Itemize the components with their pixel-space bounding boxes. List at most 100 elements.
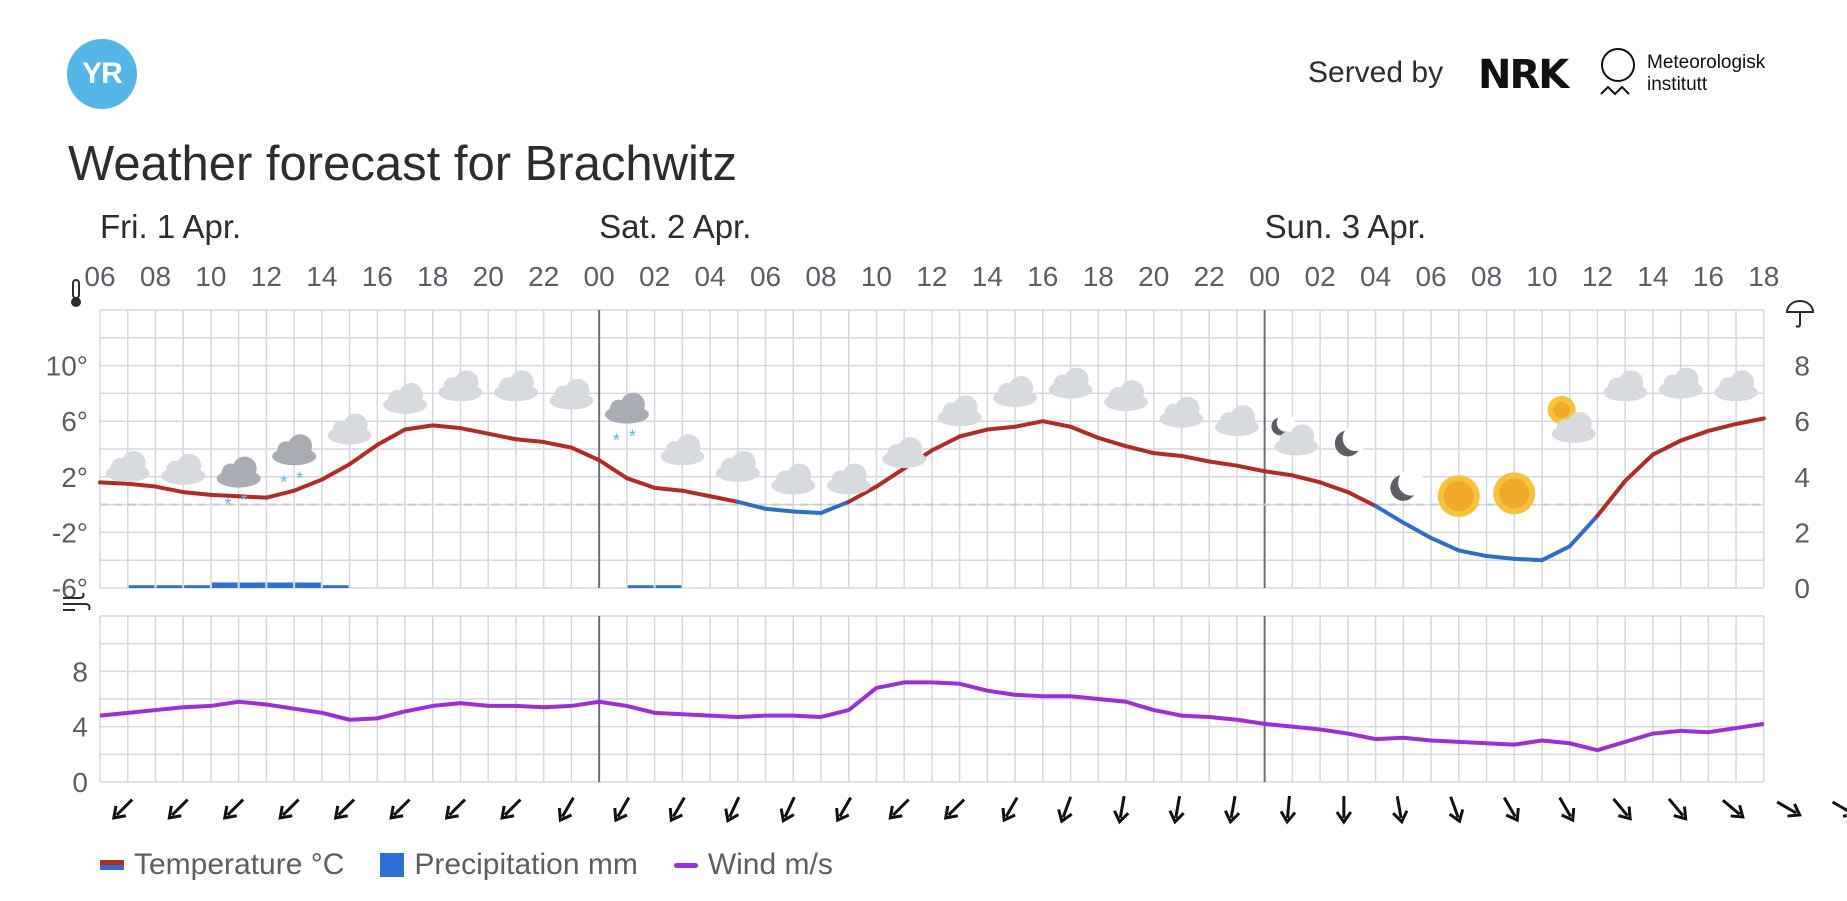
arrow-shaft [337, 798, 356, 817]
wind-direction-arrow-icon [613, 796, 631, 823]
hour-tick-label: 20 [1138, 261, 1169, 292]
temperature-tick-label: -2° [52, 517, 88, 548]
hour-tick-label: 22 [528, 261, 559, 292]
arrow-head [1335, 811, 1353, 825]
day-label: Sat. 2 Apr. [599, 208, 751, 245]
legend-temperature: Temperature °C [100, 848, 344, 882]
arrow-shaft [448, 798, 467, 817]
arrow-shaft [1118, 795, 1126, 819]
cloud-puff [232, 456, 257, 481]
temperature-segment [1234, 463, 1267, 474]
temperature-legend-icon [100, 860, 124, 870]
wind-direction-arrow-icon [1502, 796, 1520, 823]
cloud-puff [1730, 370, 1755, 395]
arrow-head [1617, 806, 1632, 821]
snowflake: * [241, 491, 248, 511]
temperature-segment [1706, 421, 1739, 433]
arrow-head [111, 805, 127, 820]
temperature-segment [1124, 444, 1156, 456]
cloud-puff [953, 395, 978, 420]
arrow-head [668, 807, 684, 823]
hour-tick-label: 06 [750, 261, 781, 292]
arrow-head [444, 805, 459, 820]
wind-direction-arrow-icon [557, 796, 575, 823]
nrk-logo[interactable]: NRK [1478, 52, 1569, 98]
cloud-icon [1048, 367, 1093, 399]
wind-direction-arrow-icon [389, 798, 411, 820]
temperature-tick-label: 10° [46, 351, 88, 382]
hour-tick-label: 04 [1360, 261, 1391, 292]
wind-direction-arrow-icon [500, 798, 522, 820]
umbrella-handle [1795, 312, 1801, 328]
cloud-puff [1619, 370, 1644, 395]
cloud-sun-icon [1547, 395, 1596, 443]
temperature-segment [181, 490, 213, 497]
arrow-head [1730, 804, 1745, 819]
temperature-segment [513, 437, 546, 445]
cloud-moon-icon [1271, 413, 1319, 456]
yr-logo[interactable]: YR [67, 39, 137, 109]
temperature-segment [319, 462, 352, 482]
page-title: Weather forecast for Brachwitz [68, 137, 738, 191]
cloud-puff [620, 392, 645, 417]
arrow-shaft [1776, 800, 1797, 815]
arrow-shaft [892, 798, 910, 817]
arrow-head [1505, 807, 1520, 823]
cloud-snow-icon: * * [272, 434, 317, 492]
wind-direction-arrow-icon [724, 796, 741, 824]
met-logo-circle-icon [1601, 48, 1635, 82]
hour-tick-label: 18 [1748, 261, 1779, 292]
snowflake: * [296, 468, 303, 488]
arrow-shaft [1286, 795, 1291, 819]
temperature-segment [1512, 556, 1544, 563]
cloud-puff [731, 450, 756, 475]
hour-tick-label: 02 [639, 261, 670, 292]
temperature-segment [1650, 438, 1683, 457]
cloud-icon [882, 437, 927, 469]
wind-direction-arrow-icon [1335, 796, 1353, 825]
cloud-icon [1658, 367, 1703, 399]
wind-direction-arrow-icon [1448, 796, 1465, 824]
precipitation-bar [627, 585, 654, 588]
legend-temperature-label: Temperature °C [134, 848, 345, 881]
arrow-shaft [1449, 796, 1460, 818]
hour-tick-label: 10 [195, 261, 226, 292]
legend-precipitation-label: Precipitation mm [414, 848, 638, 881]
wind-direction-arrow-icon [1113, 795, 1130, 825]
wind-tick-label: 8 [72, 656, 88, 687]
cloud-icon [161, 453, 206, 485]
temperature-segment [236, 494, 269, 500]
temperature-segment [1623, 452, 1655, 483]
precipitation-bar [184, 585, 210, 588]
cloud-puff [399, 382, 424, 407]
temperature-segment [763, 506, 796, 514]
temperature-segment [1678, 428, 1711, 443]
temperature-segment [125, 481, 158, 489]
arrow-head [1168, 810, 1185, 825]
cloud-puff [121, 450, 146, 475]
thermometer-icon [71, 279, 81, 307]
hour-tick-label: 20 [473, 261, 504, 292]
hour-tick-label: 10 [1526, 261, 1557, 292]
arrow-shaft [783, 796, 796, 818]
arrow-head [278, 805, 293, 820]
temperature-segment [1068, 424, 1101, 440]
hour-tick-label: 14 [1637, 261, 1668, 292]
met-logo-text[interactable]: Meteorologisk institutt [1647, 52, 1765, 96]
wind-direction-arrow-icon [1001, 796, 1019, 823]
hour-tick-label: 12 [251, 261, 282, 292]
hour-tick-label: 16 [1027, 261, 1058, 292]
thermometer-bulb [71, 297, 81, 307]
hour-tick-label: 00 [584, 261, 615, 292]
wind-direction-arrow-icon [444, 798, 467, 820]
legend: Temperature °C Precipitation mm Wind m/s [100, 845, 869, 885]
temperature-segment [985, 424, 1018, 432]
legend-wind-label: Wind m/s [707, 848, 833, 881]
cloud-icon [383, 382, 428, 414]
moon-icon [1334, 425, 1369, 457]
cloud-icon [660, 434, 705, 466]
temperature-segment [1734, 416, 1766, 426]
temperature-segment [292, 477, 324, 493]
temperature-segment [818, 499, 851, 515]
legend-precipitation: Precipitation mm [380, 848, 638, 882]
